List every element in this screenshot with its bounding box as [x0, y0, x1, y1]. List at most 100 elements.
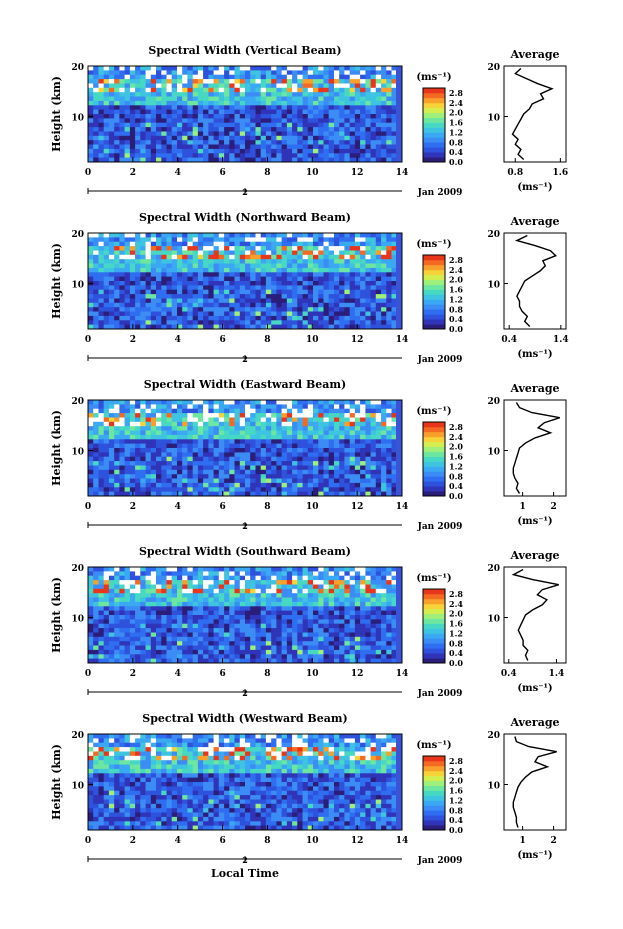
heatmap-cell	[370, 413, 377, 418]
heatmap-cell	[203, 311, 209, 317]
heatmap-cell	[98, 114, 105, 119]
heatmap-cell	[271, 580, 277, 585]
heatmap-cell	[250, 100, 256, 106]
heatmap-cell	[349, 92, 356, 97]
heatmap-cell	[197, 307, 204, 312]
heatmap-cell	[140, 628, 146, 633]
heatmap-cell	[135, 254, 141, 260]
heatmap-cell	[307, 122, 314, 128]
heatmap-gap	[135, 567, 141, 572]
heatmap-cell	[213, 654, 220, 660]
heatmap-cell	[88, 601, 94, 607]
heatmap-cell	[276, 153, 282, 159]
heatmap-cell	[307, 426, 314, 431]
heatmap-cell	[182, 66, 188, 71]
heatmap-cell	[328, 148, 335, 154]
heatmap-cell	[129, 118, 136, 124]
heatmap-cell	[108, 632, 115, 638]
heatmap-cell	[323, 461, 330, 466]
heatmap-cell	[182, 632, 188, 638]
heatmap-cell	[150, 654, 157, 660]
heatmap-gap	[271, 588, 277, 594]
heatmap-cell	[197, 66, 204, 71]
heatmap-cell	[334, 426, 340, 431]
heatmap-cell	[276, 439, 282, 445]
heatmap-cell	[129, 311, 136, 317]
heatmap-cell	[260, 241, 267, 247]
heatmap-cell	[224, 96, 230, 102]
y-tick-label: 10	[71, 448, 84, 458]
heatmap-cell	[140, 131, 146, 137]
heatmap-cell	[360, 109, 366, 115]
heatmap-cell	[276, 246, 282, 251]
heatmap-cell	[302, 439, 309, 445]
heatmap-cell	[156, 417, 162, 423]
heatmap-cell	[208, 567, 214, 572]
heatmap-cell	[135, 79, 141, 84]
heatmap-cell	[313, 320, 319, 326]
heatmap-cell	[302, 250, 309, 256]
heatmap-cell	[93, 593, 99, 598]
heatmap-cell	[344, 417, 350, 423]
heatmap-gap	[135, 588, 141, 594]
heatmap-cell	[349, 443, 356, 449]
heatmap-cell	[349, 153, 356, 159]
heatmap-cell	[271, 263, 277, 269]
heatmap-cell	[276, 135, 282, 141]
heatmap-cell	[365, 294, 371, 299]
heatmap-cell	[281, 469, 288, 475]
heatmap-cell	[234, 654, 241, 660]
heatmap-cell	[318, 315, 324, 321]
heatmap-cell	[187, 254, 193, 260]
heatmap-cell	[255, 421, 262, 427]
heatmap-cell	[171, 233, 178, 238]
heatmap-cell	[93, 491, 99, 497]
heatmap-cell	[98, 491, 105, 497]
heatmap-cell	[103, 250, 110, 256]
profile-y-tick-label: 10	[487, 114, 500, 124]
heatmap-cell	[229, 259, 235, 264]
heatmap-cell	[349, 122, 356, 128]
heatmap-cell	[177, 96, 183, 102]
heatmap-cell	[360, 157, 366, 163]
heatmap-cell	[354, 127, 361, 132]
heatmap-cell	[135, 615, 141, 620]
heatmap-cell	[239, 118, 246, 124]
heatmap-cell	[354, 66, 361, 71]
heatmap-gap	[88, 421, 94, 427]
heatmap-edge-strip	[396, 233, 402, 329]
heatmap-cell	[286, 135, 293, 141]
heatmap-cell	[391, 302, 398, 308]
heatmap-cell	[192, 144, 199, 150]
heatmap-cell	[375, 443, 382, 449]
heatmap-cell	[260, 70, 267, 76]
heatmap-cell	[334, 324, 340, 330]
heatmap-cell	[135, 619, 141, 625]
heatmap-cell	[276, 404, 282, 410]
heatmap-cell	[197, 79, 204, 84]
heatmap-cell	[161, 307, 167, 312]
heatmap-cell	[119, 615, 125, 620]
heatmap-cell	[381, 298, 387, 304]
heatmap-cell	[182, 408, 188, 414]
heatmap-gap	[150, 580, 157, 585]
heatmap-cell	[292, 233, 298, 238]
heatmap-cell	[281, 593, 288, 598]
heatmap-cell	[292, 289, 298, 295]
heatmap-cell	[375, 298, 382, 304]
heatmap-cell	[229, 452, 235, 458]
heatmap-cell	[171, 153, 178, 159]
heatmap-cell	[218, 645, 225, 651]
heatmap-cell	[213, 122, 220, 128]
heatmap-cell	[250, 114, 256, 119]
heatmap-cell	[197, 601, 204, 607]
heatmap-cell	[161, 74, 167, 80]
heatmap-cell	[135, 307, 141, 312]
heatmap-cell	[187, 478, 193, 484]
heatmap-cell	[145, 114, 152, 119]
heatmap-cell	[339, 421, 345, 427]
heatmap-cell	[375, 237, 382, 243]
heatmap-gap	[213, 404, 220, 410]
heatmap-cell	[344, 400, 350, 405]
heatmap-cell	[250, 294, 256, 299]
